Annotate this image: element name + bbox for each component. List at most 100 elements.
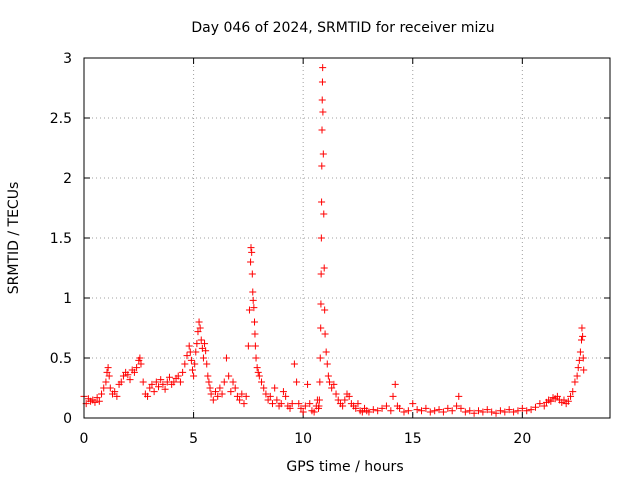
- data-point: [455, 392, 463, 400]
- data-point: [282, 392, 290, 400]
- data-point: [321, 306, 329, 314]
- x-tick-label: 15: [404, 431, 422, 447]
- data-point: [201, 340, 209, 348]
- data-point: [159, 380, 167, 388]
- x-tick-label: 20: [513, 431, 531, 447]
- data-point: [202, 347, 210, 355]
- data-point: [391, 380, 399, 388]
- data-point: [204, 372, 212, 380]
- data-point: [126, 376, 134, 384]
- data-point: [225, 372, 233, 380]
- data-point: [324, 372, 332, 380]
- data-point: [369, 406, 377, 414]
- data-point: [238, 390, 246, 398]
- data-point: [518, 404, 526, 412]
- data-point: [148, 380, 156, 388]
- data-point: [157, 376, 165, 384]
- data-point: [220, 378, 228, 386]
- data-point: [199, 354, 207, 362]
- data-point: [580, 366, 588, 374]
- data-point: [505, 406, 513, 414]
- data-point: [260, 384, 268, 392]
- data-point: [209, 396, 217, 404]
- data-point: [323, 360, 331, 368]
- data-point: [378, 404, 386, 412]
- data-point: [266, 392, 274, 400]
- data-point: [334, 396, 342, 404]
- y-tick-label: 2.5: [50, 111, 72, 127]
- data-point: [227, 388, 235, 396]
- data-point: [174, 372, 182, 380]
- data-point: [567, 392, 575, 400]
- axis-ticks: [83, 57, 610, 419]
- data-point: [264, 396, 272, 404]
- data-point: [547, 397, 555, 405]
- data-point: [268, 400, 276, 408]
- data-point: [396, 404, 404, 412]
- data-point: [244, 342, 252, 350]
- data-point: [242, 392, 250, 400]
- data-point: [251, 318, 259, 326]
- data-point: [317, 300, 325, 308]
- data-point: [461, 408, 469, 416]
- data-point: [273, 396, 281, 404]
- data-point: [188, 366, 196, 374]
- data-point: [365, 408, 373, 416]
- data-point: [404, 407, 412, 415]
- data-point: [319, 150, 327, 158]
- data-point: [569, 388, 577, 396]
- data-point: [179, 368, 187, 376]
- data-point: [301, 402, 309, 410]
- data-point: [448, 407, 456, 415]
- data-point: [295, 400, 303, 408]
- data-point: [137, 360, 145, 368]
- chart-title: Day 046 of 2024, SRMTID for receiver miz…: [191, 20, 494, 36]
- data-point: [492, 409, 500, 417]
- data-point: [382, 402, 390, 410]
- x-tick-label: 5: [189, 431, 198, 447]
- data-point: [536, 400, 544, 408]
- data-point: [325, 378, 333, 386]
- data-point: [95, 397, 103, 405]
- data-point: [501, 408, 509, 416]
- data-point: [290, 360, 298, 368]
- data-point: [248, 248, 256, 256]
- data-point: [214, 392, 222, 400]
- data-point: [418, 407, 426, 415]
- data-point: [318, 198, 326, 206]
- data-point: [170, 378, 178, 386]
- data-point: [190, 372, 198, 380]
- data-point: [130, 368, 138, 376]
- data-point: [222, 354, 230, 362]
- data-point: [299, 408, 307, 416]
- data-point: [255, 372, 263, 380]
- data-point: [574, 364, 582, 372]
- data-point: [98, 390, 106, 398]
- data-point: [341, 396, 349, 404]
- data-point: [316, 378, 324, 386]
- data-point: [236, 396, 244, 404]
- data-point: [144, 392, 152, 400]
- data-point: [422, 404, 430, 412]
- data-point: [161, 385, 169, 393]
- data-point: [315, 396, 323, 404]
- data-point: [212, 388, 219, 396]
- data-point: [231, 384, 239, 392]
- data-point: [183, 352, 191, 360]
- data-point: [106, 384, 114, 392]
- data-point: [576, 348, 584, 356]
- data-point: [288, 400, 296, 408]
- data-points: [80, 64, 588, 417]
- y-tick-label: 0.5: [50, 351, 72, 367]
- data-point: [306, 400, 314, 408]
- data-point: [345, 392, 353, 400]
- data-point: [527, 406, 535, 414]
- data-point: [479, 408, 487, 416]
- data-point: [514, 407, 522, 415]
- y-tick-label: 1: [63, 291, 72, 307]
- data-point: [318, 126, 326, 134]
- data-point: [354, 400, 362, 408]
- data-point: [185, 342, 193, 350]
- data-point: [100, 384, 108, 392]
- data-point: [91, 398, 99, 406]
